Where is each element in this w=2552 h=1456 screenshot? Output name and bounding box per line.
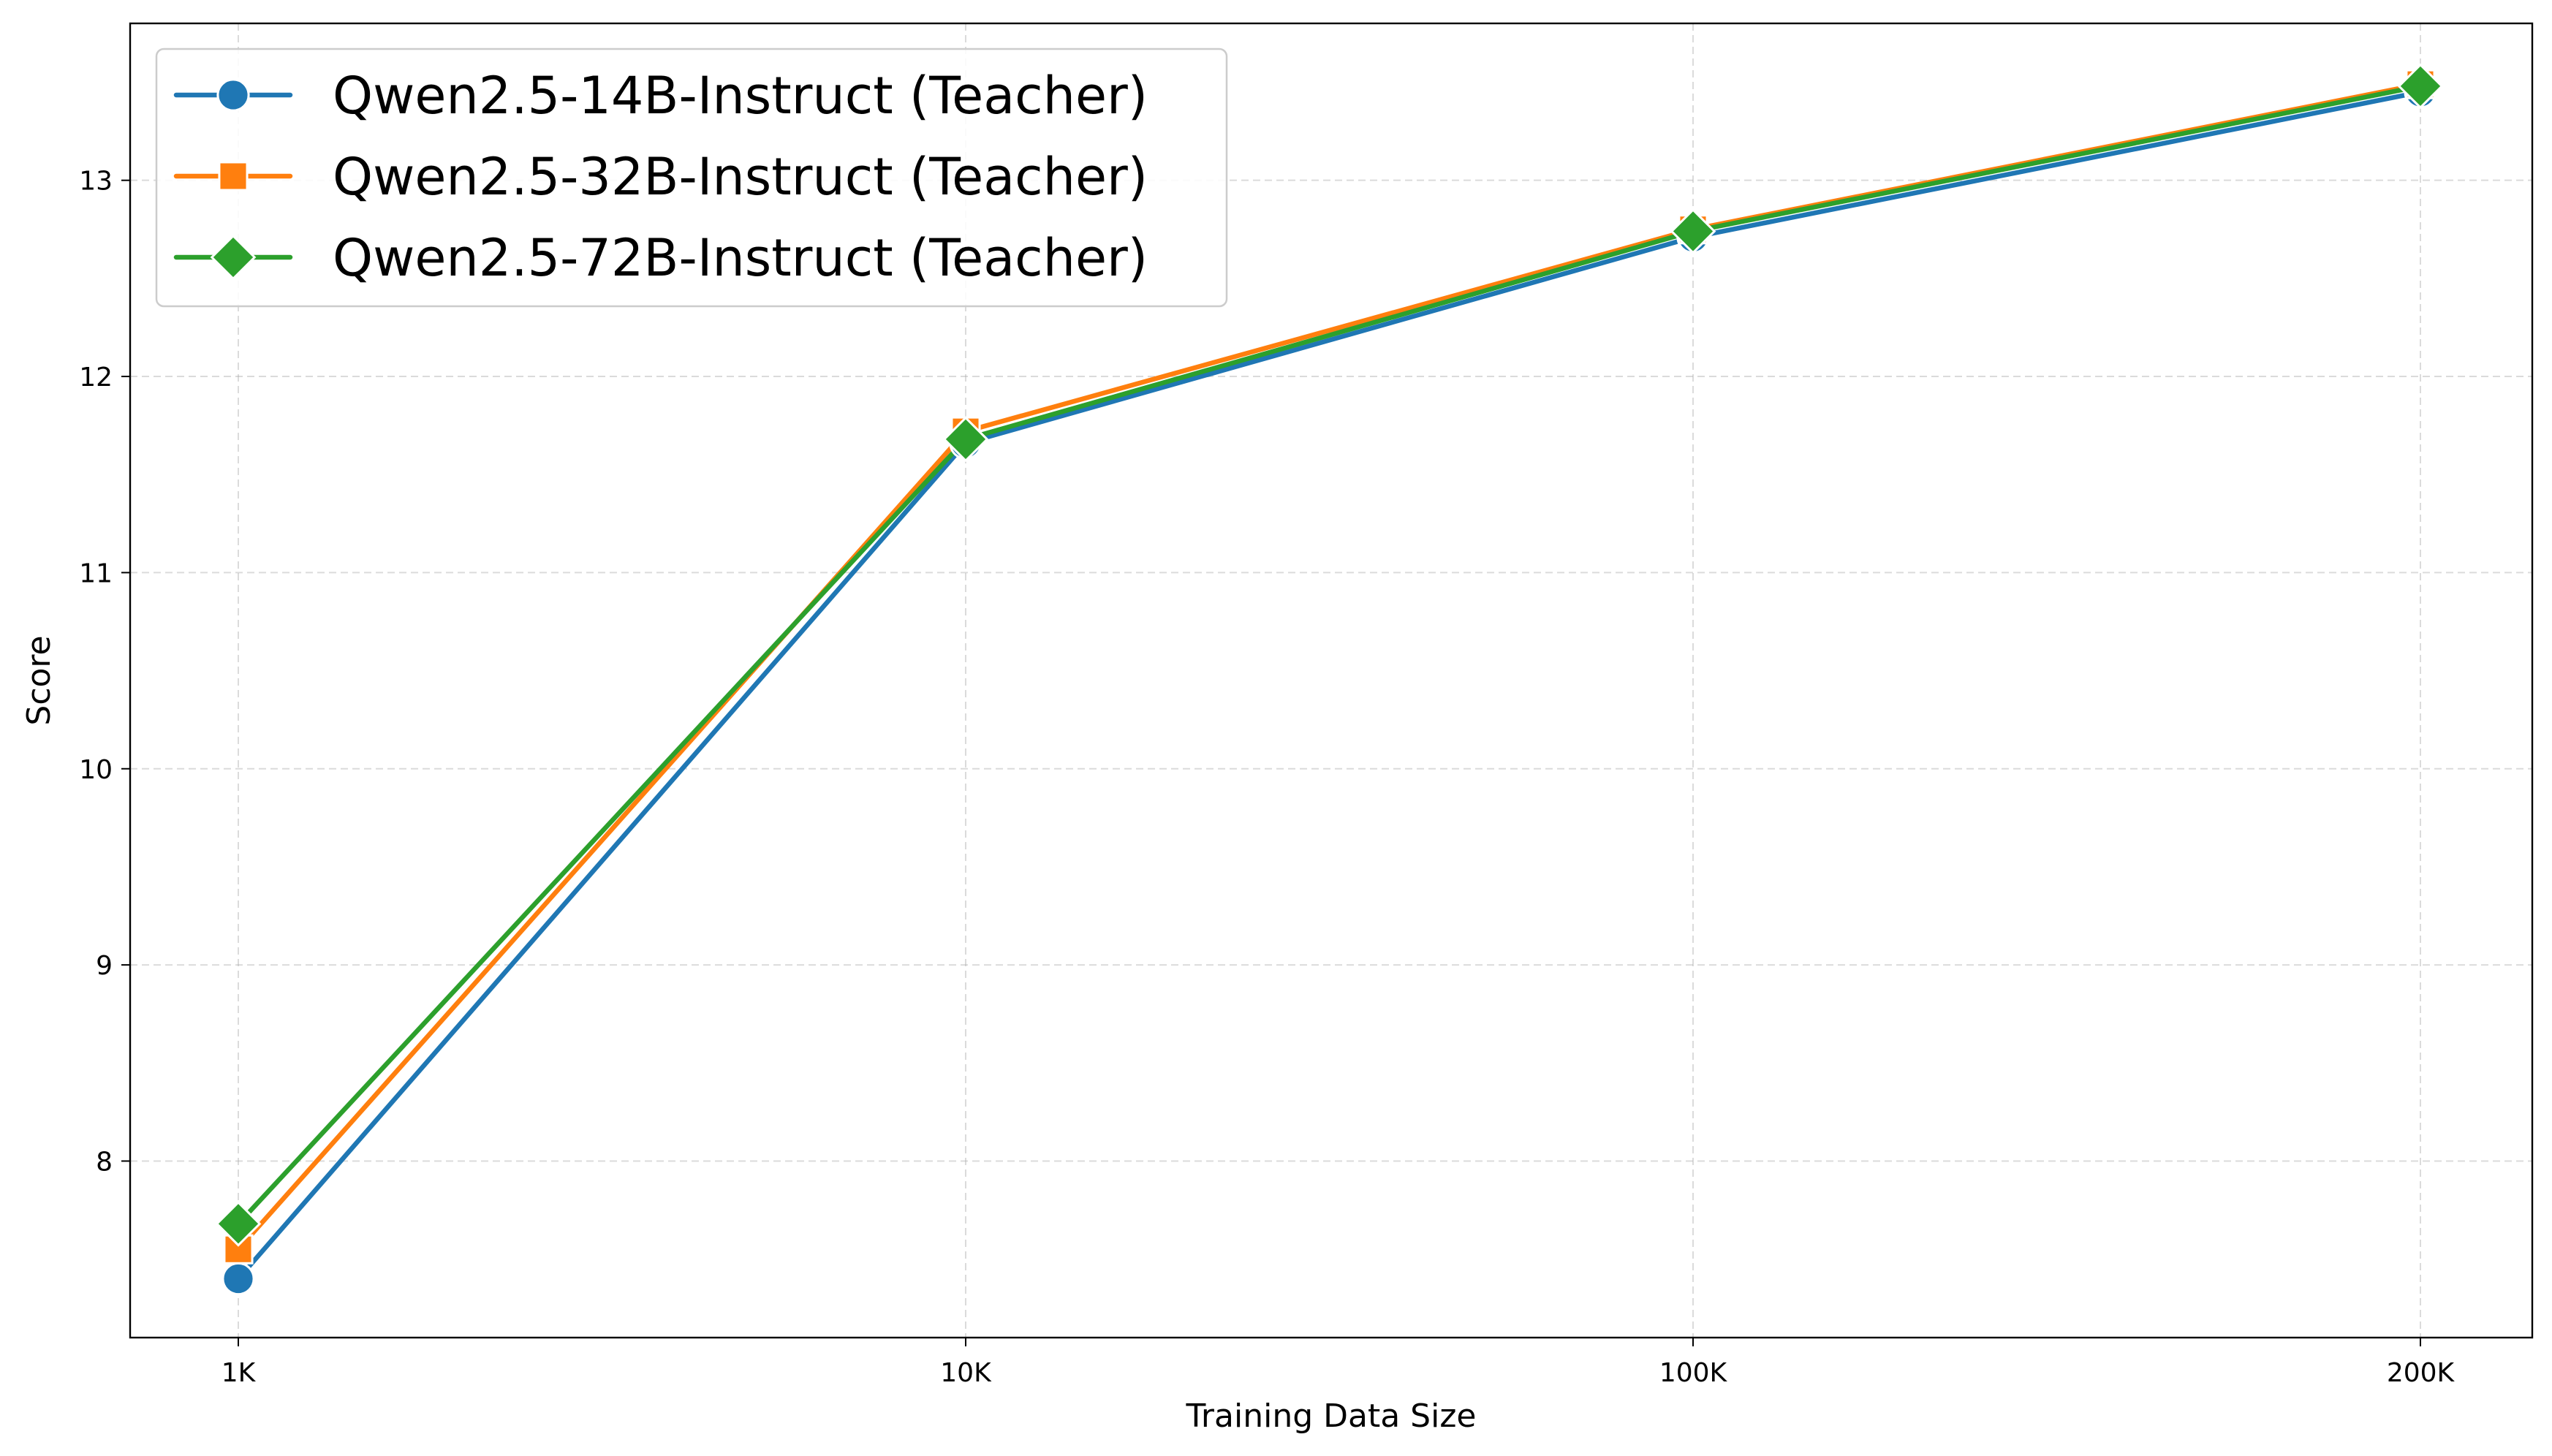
x-axis-label: Training Data Size [1186,1398,1477,1435]
y-tick-label: 11 [79,558,113,588]
series-line [235,89,2423,1281]
plot-frame [129,22,2534,1339]
data-point [221,1262,255,1296]
x-axis-ticks: 1K 10K 100K 200K [221,1338,2456,1388]
data-point [2397,63,2444,110]
legend-marker [210,234,257,281]
series-line [235,83,2423,1226]
y-tick-label: 10 [79,755,113,785]
series-lines [235,81,2423,1281]
series-markers [215,63,2444,1296]
x-tick-label: 200K [2387,1358,2456,1388]
legend: Qwen2.5-14B-Instruct (Teacher) Qwen2.5-32… [155,48,1228,308]
data-point [942,416,989,463]
x-tick-label: 100K [1659,1358,1728,1388]
y-axis-label: Score [20,635,58,725]
x-tick-label: 10K [940,1358,992,1388]
x-tick-label: 1K [221,1358,257,1388]
y-tick-label: 9 [96,951,113,981]
y-tick-label: 8 [96,1147,113,1177]
y-tick-label: 12 [79,363,113,393]
y-axis-ticks: 8 9 10 11 12 13 [79,167,130,1177]
data-point [215,1200,262,1247]
legend-box [155,48,1228,308]
legend-label: Qwen2.5-14B-Instruct (Teacher) [333,66,1148,126]
y-tick-label: 13 [79,167,113,197]
legend-label: Qwen2.5-32B-Instruct (Teacher) [333,147,1148,207]
data-point [1670,208,1716,254]
legend-label: Qwen2.5-72B-Instruct (Teacher) [333,228,1148,288]
legend-marker [216,78,250,112]
legend-marker [218,161,249,192]
grid-lines [130,23,2532,1338]
